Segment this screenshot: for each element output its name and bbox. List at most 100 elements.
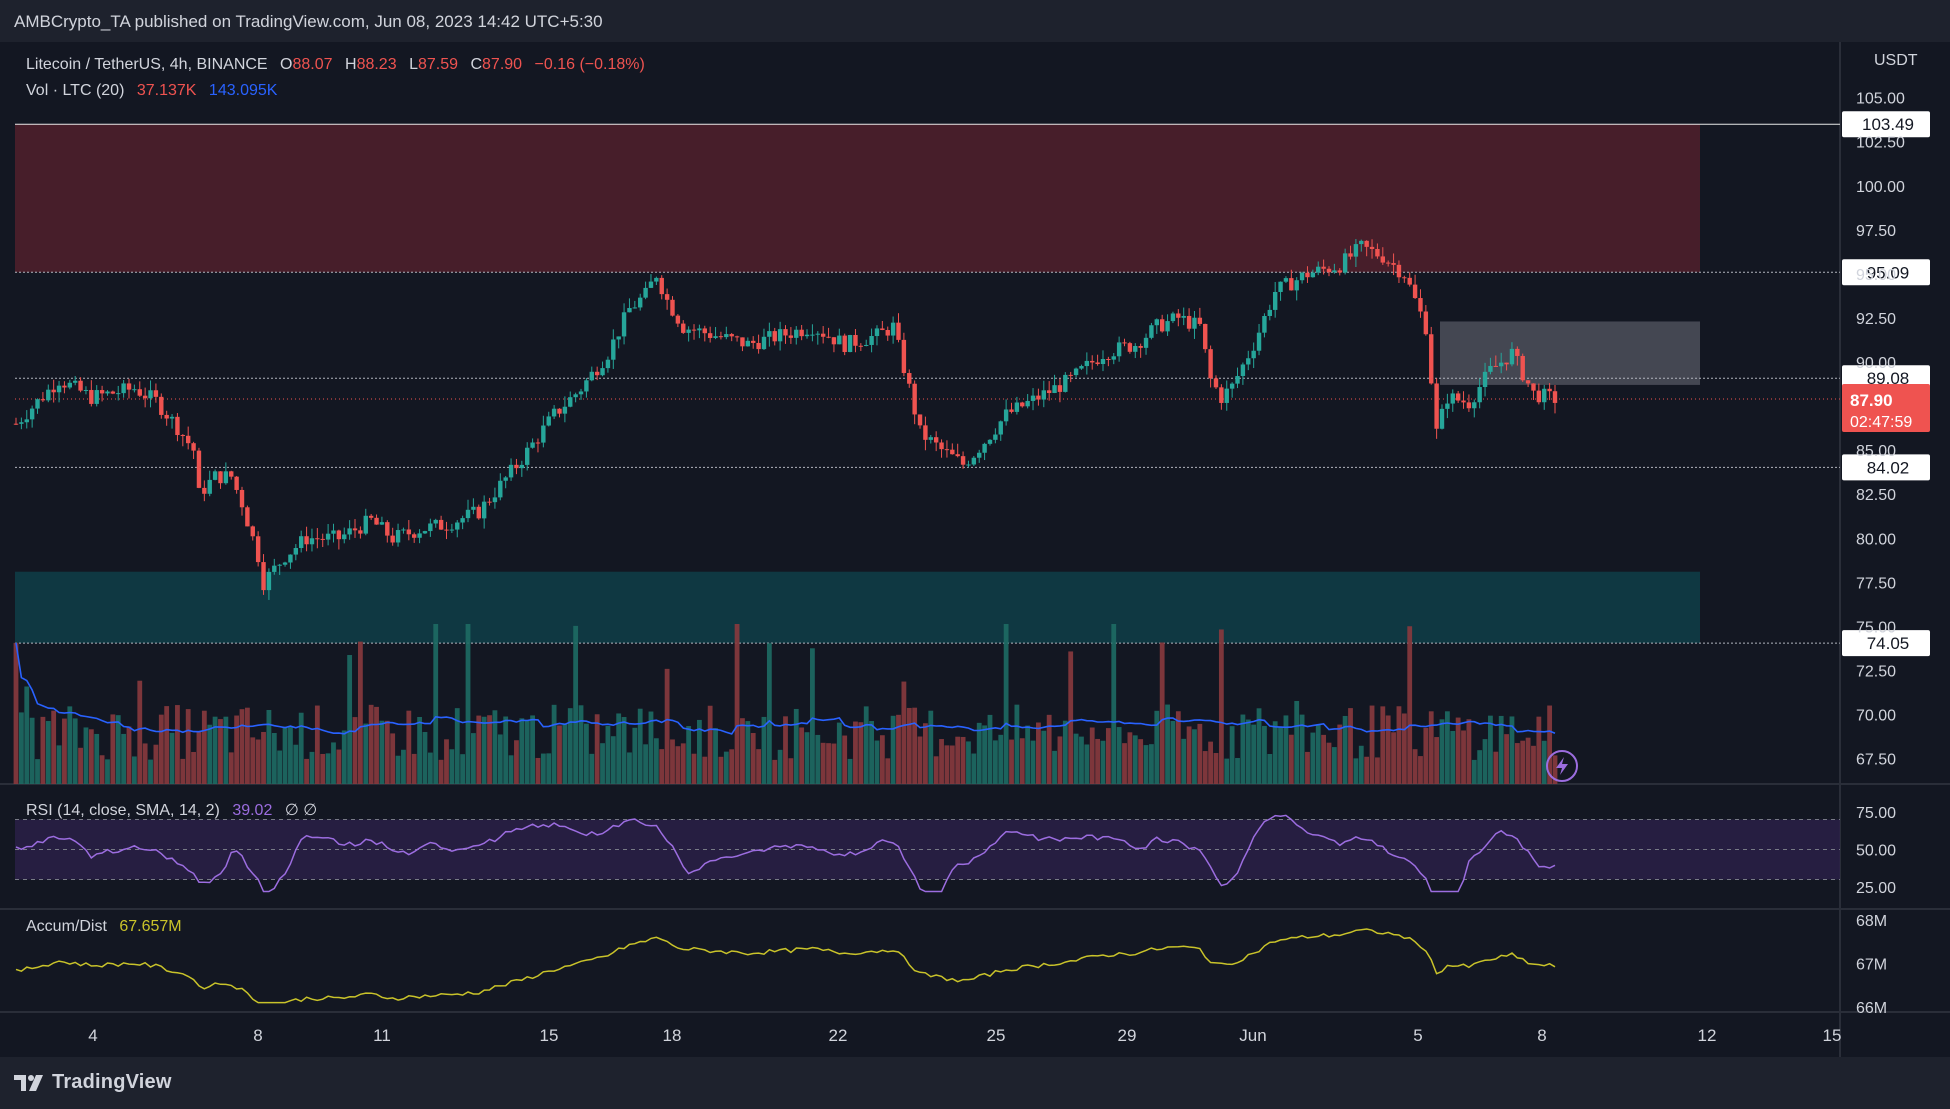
candle-body (734, 336, 740, 338)
candle-body (1455, 393, 1461, 401)
time-tick: 4 (88, 1026, 97, 1045)
candle (966, 460, 971, 468)
volume-bar (1186, 726, 1192, 784)
price-tick: 77.50 (1856, 575, 1896, 592)
candle-body (885, 329, 890, 336)
candle (1385, 260, 1391, 267)
volume-bar (1450, 731, 1456, 784)
candle (1057, 378, 1063, 403)
volume-bar (998, 734, 1004, 784)
candle-body (541, 425, 546, 443)
volume-bar (632, 727, 638, 784)
volume-bar (1127, 732, 1133, 784)
volume-bar (487, 715, 492, 784)
volume-bar (1364, 756, 1370, 784)
volume-bar (750, 733, 756, 784)
candle-body (121, 383, 126, 394)
candle-body (56, 385, 62, 393)
candle-body (638, 297, 643, 308)
candle-body (1246, 358, 1251, 365)
volume-bar (164, 706, 170, 784)
candle (1095, 354, 1100, 366)
candle (1267, 304, 1273, 321)
demand-zone (15, 571, 1700, 644)
candle-body (519, 464, 525, 469)
candle-body (535, 442, 541, 444)
candle (121, 379, 126, 398)
volume-bar (29, 717, 35, 784)
candle (24, 410, 29, 429)
volume-bar (18, 712, 24, 784)
candle (223, 462, 229, 485)
candle (514, 458, 519, 475)
candle (928, 434, 933, 444)
candle (1014, 396, 1020, 415)
candle (1504, 362, 1509, 371)
candle (837, 328, 842, 345)
candle (1515, 346, 1520, 366)
price-tick: 70.00 (1856, 708, 1896, 725)
candle (481, 495, 487, 529)
volume-bar (1342, 715, 1348, 784)
volume-bars (13, 624, 1558, 784)
candle-body (837, 335, 842, 345)
candle-body (1278, 281, 1283, 292)
lightning-icon[interactable] (1546, 750, 1578, 782)
volume-bar (562, 723, 568, 784)
candle (761, 328, 767, 350)
rsi-line (15, 814, 1556, 893)
volume-bar (180, 758, 186, 784)
publish-header: AMBCrypto_TA published on TradingView.co… (0, 0, 1950, 42)
chart-canvas[interactable]: 103.49 95.09 89.08 84.02 74.05 67.50 70.00 72.5… (0, 42, 1950, 1057)
candle-body (298, 536, 304, 549)
candle (874, 325, 880, 346)
volume-bar (799, 727, 805, 784)
volume-bar (1477, 750, 1483, 784)
candle-body (1450, 393, 1455, 404)
volume-bar (643, 744, 648, 784)
candle (1246, 350, 1251, 371)
candle-body (1041, 390, 1046, 400)
candle (869, 328, 874, 353)
candle (664, 288, 670, 310)
legend-o-label: O (280, 56, 292, 73)
candle-body (1143, 337, 1149, 348)
volume-bar (411, 753, 417, 784)
candle (681, 320, 686, 334)
tradingview-logo[interactable]: TradingView (14, 1071, 172, 1094)
candlesticks[interactable] (13, 239, 1558, 600)
volume-ma-line (15, 642, 1556, 735)
volume-bar (1547, 705, 1553, 784)
volume-bar (1272, 721, 1278, 784)
volume-bar (955, 736, 961, 784)
candle (1337, 268, 1342, 276)
candle (777, 321, 783, 351)
candle (1412, 274, 1418, 299)
candle (890, 316, 896, 344)
fair-value-gap-zone (1440, 321, 1700, 385)
candle (19, 417, 24, 430)
candle-body (62, 385, 67, 388)
candle-body (562, 406, 568, 414)
indicator-panes (15, 814, 1840, 1004)
candle-body (842, 335, 847, 353)
candle-body (643, 287, 648, 298)
candle (67, 379, 73, 390)
volume-label: Vol · LTC (20) (26, 82, 124, 99)
candle-body (83, 389, 89, 391)
candle-body (1504, 362, 1509, 365)
candle-body (654, 277, 659, 282)
volume-bar (503, 716, 509, 784)
candle (374, 514, 379, 525)
candle (718, 331, 724, 340)
candle (46, 384, 51, 403)
candle-body (320, 538, 325, 540)
volume-bar (616, 713, 622, 784)
volume-bar (976, 722, 982, 784)
candle-body (718, 336, 724, 338)
volume-bar (1525, 737, 1531, 784)
candle (395, 523, 401, 547)
volume-bar (939, 739, 944, 784)
candle-body (600, 368, 605, 376)
volume-bar (573, 625, 579, 784)
